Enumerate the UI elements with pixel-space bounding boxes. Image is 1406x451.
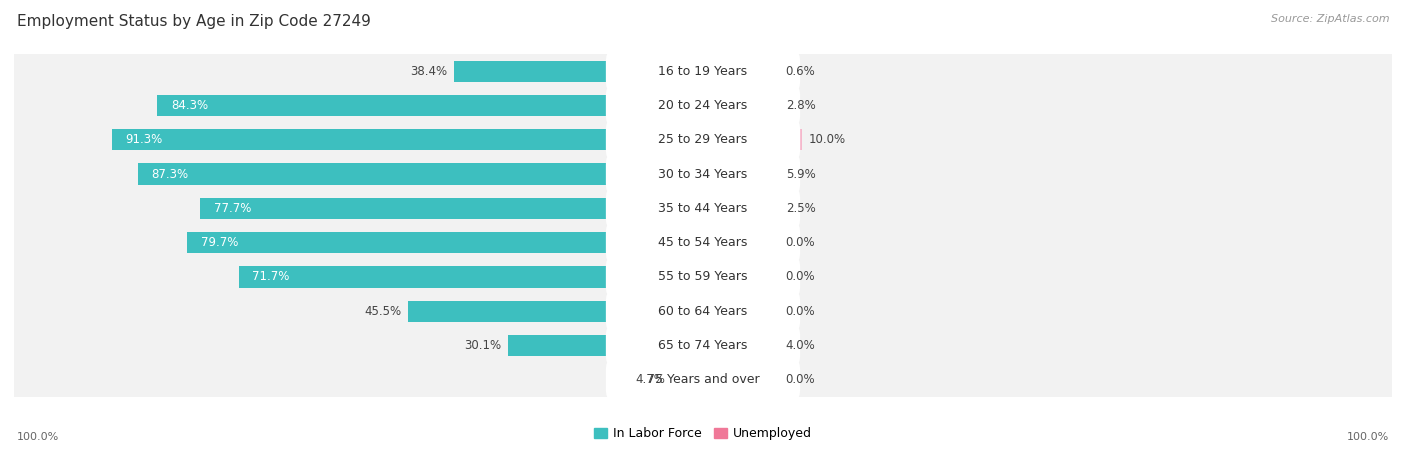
Bar <box>111 129 703 151</box>
FancyBboxPatch shape <box>606 258 800 296</box>
Bar <box>703 95 779 116</box>
Text: 45.5%: 45.5% <box>364 305 402 318</box>
Bar <box>703 300 779 322</box>
Text: Employment Status by Age in Zip Code 27249: Employment Status by Age in Zip Code 272… <box>17 14 371 28</box>
Text: 4.0%: 4.0% <box>786 339 815 352</box>
Text: 30 to 34 Years: 30 to 34 Years <box>658 168 748 180</box>
Bar <box>14 294 1392 328</box>
FancyBboxPatch shape <box>606 292 800 331</box>
FancyBboxPatch shape <box>606 155 800 193</box>
Bar <box>703 369 779 391</box>
Bar <box>14 260 1392 294</box>
Text: 84.3%: 84.3% <box>172 99 208 112</box>
Text: Source: ZipAtlas.com: Source: ZipAtlas.com <box>1271 14 1389 23</box>
Bar <box>14 191 1392 226</box>
Text: 100.0%: 100.0% <box>17 432 59 442</box>
Bar <box>14 328 1392 363</box>
Text: 30.1%: 30.1% <box>464 339 501 352</box>
Bar <box>239 266 703 288</box>
Legend: In Labor Force, Unemployed: In Labor Force, Unemployed <box>589 423 817 446</box>
Bar <box>703 95 721 116</box>
Bar <box>14 157 1392 191</box>
FancyBboxPatch shape <box>606 120 800 159</box>
Bar <box>672 369 703 391</box>
Text: 60 to 64 Years: 60 to 64 Years <box>658 305 748 318</box>
Bar <box>14 123 1392 157</box>
FancyBboxPatch shape <box>606 360 800 399</box>
Text: 75 Years and over: 75 Years and over <box>647 373 759 386</box>
Text: 0.0%: 0.0% <box>786 373 815 386</box>
Bar <box>703 60 779 82</box>
Text: 55 to 59 Years: 55 to 59 Years <box>658 271 748 283</box>
Bar <box>200 198 703 219</box>
Bar <box>703 163 741 185</box>
Bar <box>703 198 779 219</box>
Text: 35 to 44 Years: 35 to 44 Years <box>658 202 748 215</box>
Text: 45 to 54 Years: 45 to 54 Years <box>658 236 748 249</box>
Bar <box>703 129 803 151</box>
Text: 87.3%: 87.3% <box>152 168 188 180</box>
Text: 0.6%: 0.6% <box>786 65 815 78</box>
Text: 91.3%: 91.3% <box>125 133 163 146</box>
Text: 5.9%: 5.9% <box>786 168 815 180</box>
Bar <box>14 363 1392 397</box>
FancyBboxPatch shape <box>606 52 800 91</box>
Bar <box>454 60 703 82</box>
Bar <box>703 163 779 185</box>
Bar <box>703 198 720 219</box>
Text: 65 to 74 Years: 65 to 74 Years <box>658 339 748 352</box>
Bar <box>14 226 1392 260</box>
FancyBboxPatch shape <box>606 223 800 262</box>
Text: 20 to 24 Years: 20 to 24 Years <box>658 99 748 112</box>
Text: 38.4%: 38.4% <box>411 65 447 78</box>
Bar <box>508 335 703 356</box>
Bar <box>14 88 1392 123</box>
FancyBboxPatch shape <box>606 86 800 125</box>
Text: 71.7%: 71.7% <box>253 271 290 283</box>
Text: 16 to 19 Years: 16 to 19 Years <box>658 65 748 78</box>
Bar <box>157 95 703 116</box>
Text: 0.0%: 0.0% <box>786 271 815 283</box>
FancyBboxPatch shape <box>606 326 800 365</box>
Bar <box>138 163 703 185</box>
Text: 25 to 29 Years: 25 to 29 Years <box>658 133 748 146</box>
Bar <box>187 232 703 253</box>
Text: 10.0%: 10.0% <box>808 133 846 146</box>
Text: 77.7%: 77.7% <box>214 202 250 215</box>
Text: 0.0%: 0.0% <box>786 305 815 318</box>
Text: 0.0%: 0.0% <box>786 236 815 249</box>
Bar <box>703 335 728 356</box>
Bar <box>408 300 703 322</box>
Text: 79.7%: 79.7% <box>201 236 238 249</box>
FancyBboxPatch shape <box>606 189 800 228</box>
Bar <box>703 60 707 82</box>
Bar <box>703 266 779 288</box>
Bar <box>703 232 779 253</box>
Bar <box>703 335 779 356</box>
Bar <box>703 129 768 151</box>
Text: 4.7%: 4.7% <box>636 373 665 386</box>
Text: 2.5%: 2.5% <box>786 202 815 215</box>
Text: 2.8%: 2.8% <box>786 99 815 112</box>
Text: 100.0%: 100.0% <box>1347 432 1389 442</box>
Bar <box>14 54 1392 88</box>
